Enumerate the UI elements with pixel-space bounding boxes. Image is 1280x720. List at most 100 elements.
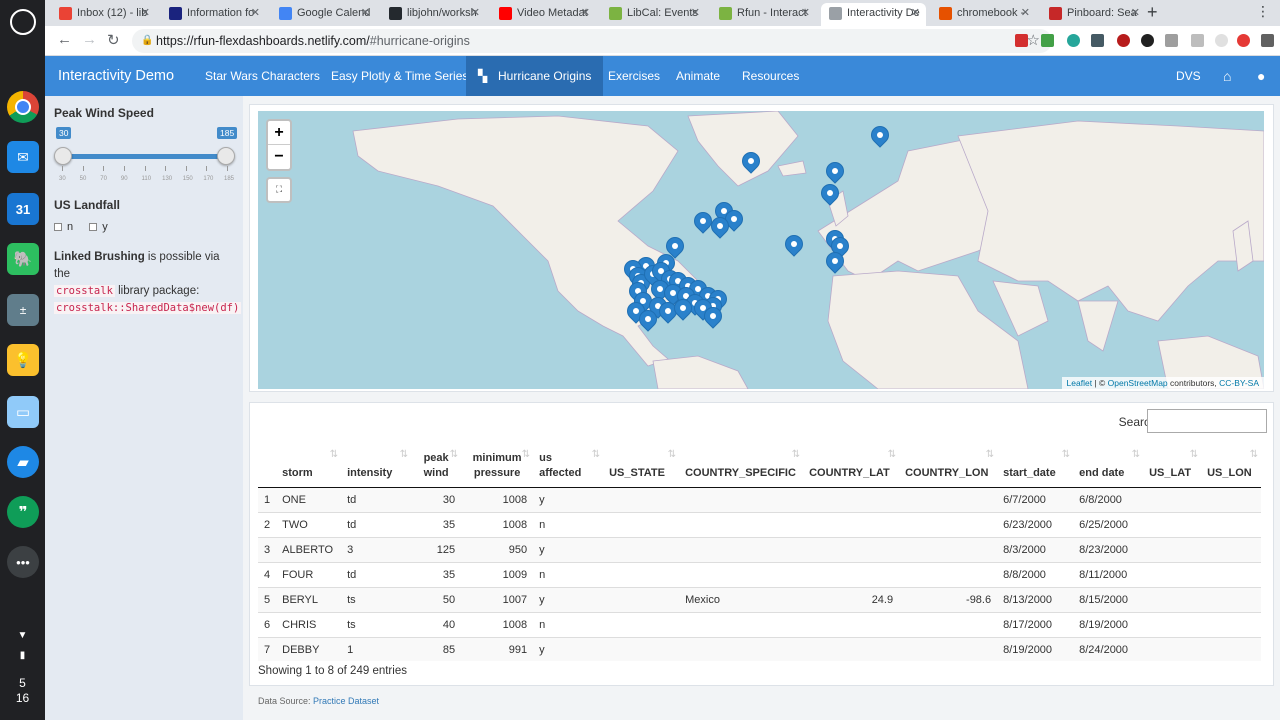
column-header[interactable]: minimum pressure ⇅ <box>461 441 534 488</box>
sort-icon[interactable]: ⇅ <box>591 449 601 460</box>
browser-tab[interactable]: Interactivity De ✕ <box>821 3 926 26</box>
calculator-app-icon[interactable]: ± <box>7 294 39 326</box>
sort-icon[interactable]: ⇅ <box>667 449 677 460</box>
tab-close-icon[interactable]: ✕ <box>580 7 590 19</box>
column-header[interactable]: COUNTRY_LAT ⇅ <box>803 441 900 488</box>
nav-dvs[interactable]: DVS <box>1176 69 1201 83</box>
column-header[interactable]: US_LAT ⇅ <box>1143 441 1202 488</box>
search-input[interactable] <box>1147 409 1267 433</box>
table-scroll-area[interactable]: Search: storm ⇅ intensity ⇅ peak wind ⇅ minimu… <box>250 403 1273 661</box>
window-menu-icon[interactable]: ⋮ <box>1256 3 1270 19</box>
extension-lastpass-icon[interactable] <box>1015 34 1028 47</box>
nav-exercises[interactable]: Exercises <box>608 69 661 83</box>
clock-minute[interactable]: 16 <box>15 691 30 705</box>
evernote-app-icon[interactable]: 🐘 <box>7 243 39 275</box>
browser-menu-icon[interactable] <box>1261 34 1274 47</box>
nav-resources[interactable]: Resources <box>742 69 800 83</box>
sort-icon[interactable]: ⇅ <box>521 449 531 460</box>
column-header[interactable]: storm ⇅ <box>276 441 342 488</box>
extension-b-icon[interactable] <box>1141 34 1154 47</box>
column-header[interactable]: start_date ⇅ <box>997 441 1074 488</box>
home-icon[interactable]: ⌂ <box>1223 68 1232 84</box>
inbox-app-icon[interactable]: ✉ <box>7 141 39 173</box>
leaflet-map[interactable]: + − ⛶ Leaflet | © OpenStreetMap contribu… <box>258 111 1264 389</box>
wifi-icon[interactable]: ▼ <box>17 630 28 641</box>
extension-grammarly-icon[interactable] <box>1041 34 1054 47</box>
column-header[interactable]: US_STATE ⇅ <box>603 441 680 488</box>
tab-close-icon[interactable]: ✕ <box>910 7 920 19</box>
tab-close-icon[interactable]: ✕ <box>690 7 700 19</box>
sort-icon[interactable]: ⇅ <box>399 449 409 460</box>
table-row[interactable]: 2 TWO td 35 1008 n 6/23/2000 6/25/2000 <box>258 511 1262 537</box>
table-row[interactable]: 5 BERYL ts 50 1007 y Mexico 24.9 -98.6 8/13/2000 8… <box>258 586 1262 612</box>
tab-close-icon[interactable]: ✕ <box>140 7 150 19</box>
files-app-icon[interactable]: ▰ <box>7 446 39 478</box>
table-row[interactable]: 1 ONE td 30 1008 y 6/7/2000 6/8/2000 <box>258 486 1262 512</box>
github-icon[interactable]: ● <box>1257 68 1266 84</box>
forward-arrow-icon[interactable]: → <box>82 31 97 48</box>
address-bar[interactable]: 🔒 https://rfun-flexdashboards.netlify.co… <box>132 29 1052 53</box>
launcher-icon[interactable] <box>10 9 36 35</box>
browser-tab[interactable]: libjohn/worksh ✕ <box>381 3 486 26</box>
extension-cast-icon[interactable] <box>1165 34 1178 47</box>
tab-close-icon[interactable]: ✕ <box>470 7 480 19</box>
sort-icon[interactable]: ⇅ <box>887 449 897 460</box>
extension-ublock-icon[interactable] <box>1117 34 1130 47</box>
table-row[interactable]: 4 FOUR td 35 1009 n 8/8/2000 8/11/2000 <box>258 561 1262 587</box>
sort-icon[interactable]: ⇅ <box>329 449 339 460</box>
table-row[interactable]: 7 DEBBY 1 85 991 y 8/19/2000 8/24/2000 <box>258 636 1262 661</box>
nav-animate[interactable]: Animate <box>676 69 721 83</box>
tab-close-icon[interactable]: ✕ <box>250 7 260 19</box>
dashboard-brand[interactable]: Interactivity Demo <box>58 68 175 84</box>
sort-icon[interactable]: ⇅ <box>1249 449 1259 460</box>
column-header[interactable]: US_LON ⇅ <box>1201 441 1262 488</box>
nav-hurricane-origins[interactable]: ▚ Hurricane Origins <box>466 56 604 96</box>
browser-tab[interactable]: Pinboard: Sea ✕ <box>1041 3 1146 26</box>
leaflet-link[interactable]: Leaflet <box>1066 378 1093 388</box>
zoom-in-button[interactable]: + <box>268 121 290 145</box>
landfall-y-checkbox[interactable] <box>89 223 98 231</box>
clock-hour[interactable]: 5 <box>19 676 26 690</box>
fullscreen-button[interactable]: ⛶ <box>266 177 292 203</box>
extension-bird-icon[interactable] <box>1091 34 1104 47</box>
slider-track[interactable] <box>61 154 226 159</box>
browser-tab[interactable]: chromebook - ✕ <box>931 3 1036 26</box>
column-header[interactable]: COUNTRY_SPECIFIC ⇅ <box>679 441 804 488</box>
keep-app-icon[interactable]: 💡 <box>7 344 39 376</box>
extension-reddit-icon[interactable] <box>1237 34 1250 47</box>
tab-close-icon[interactable]: ✕ <box>1130 7 1140 19</box>
osm-link[interactable]: OpenStreetMap <box>1107 378 1168 388</box>
sort-icon[interactable]: ⇅ <box>1131 449 1141 460</box>
column-header[interactable]: end date ⇅ <box>1073 441 1144 488</box>
browser-tab[interactable]: Information fo ✕ <box>161 3 266 26</box>
zoom-out-button[interactable]: − <box>274 148 284 165</box>
slider-min-handle[interactable] <box>54 147 72 165</box>
new-tab-button[interactable]: + <box>1147 2 1158 22</box>
practice-dataset-link[interactable]: Practice Dataset <box>313 696 380 706</box>
tab-close-icon[interactable]: ✕ <box>800 7 810 19</box>
bookmark-star-icon[interactable]: ☆ <box>1026 32 1040 49</box>
back-arrow-icon[interactable]: ← <box>57 31 72 48</box>
nav-easy-plotly[interactable]: Easy Plotly & Time Series <box>331 69 469 83</box>
sort-icon[interactable]: ⇅ <box>791 449 801 460</box>
more-apps-icon[interactable]: ••• <box>7 546 39 578</box>
hangouts-app-icon[interactable]: ❞ <box>7 496 39 528</box>
column-header[interactable]: peak wind ⇅ <box>411 441 462 488</box>
column-header[interactable]: us affected ⇅ <box>533 441 604 488</box>
tab-close-icon[interactable]: ✕ <box>1020 7 1030 19</box>
calendar-app-icon[interactable]: 31 <box>7 193 39 225</box>
column-header[interactable]: intensity ⇅ <box>341 441 412 488</box>
browser-tab[interactable]: Google Calend ✕ <box>271 3 376 26</box>
browser-tab[interactable]: LibCal: Events ✕ <box>601 3 706 26</box>
table-row[interactable]: 3 ALBERTO 3 125 950 y 8/3/2000 8/23/2000 <box>258 536 1262 562</box>
sort-icon[interactable]: ⇅ <box>1061 449 1071 460</box>
extension-circle-icon[interactable] <box>1215 34 1228 47</box>
remote-desktop-icon[interactable]: ▭ <box>7 396 39 428</box>
battery-icon[interactable]: ▮ <box>19 650 26 661</box>
slider-max-handle[interactable] <box>217 147 235 165</box>
tab-close-icon[interactable]: ✕ <box>360 7 370 19</box>
reload-icon[interactable]: ↻ <box>107 32 120 49</box>
landfall-n-checkbox[interactable] <box>54 223 62 231</box>
sort-icon[interactable]: ⇅ <box>985 449 995 460</box>
browser-tab[interactable]: Inbox (12) - lib ✕ <box>51 3 156 26</box>
